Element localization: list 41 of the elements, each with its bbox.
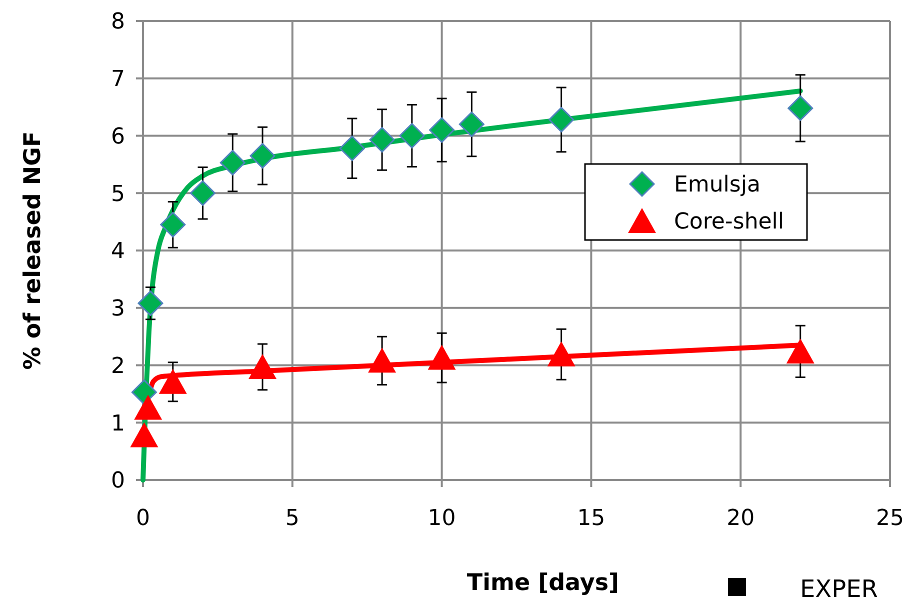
- point: [130, 422, 158, 448]
- text: EXPER: [800, 575, 878, 600]
- point: [158, 368, 187, 394]
- x-tick-label: 15: [577, 506, 606, 531]
- point: [369, 127, 395, 153]
- point: [248, 354, 277, 379]
- y-tick-label: 3: [111, 296, 125, 322]
- y-tick-label: 1: [111, 411, 125, 436]
- point: [458, 112, 484, 138]
- point: [134, 394, 162, 420]
- point: [786, 338, 814, 364]
- y-axis-title: % of released NGF: [20, 131, 46, 370]
- x-tick-label: 25: [876, 506, 904, 531]
- x-tick-label: 10: [428, 506, 456, 531]
- legend-label: Core-shell: [674, 210, 784, 235]
- legend-label: Emulsja: [674, 172, 760, 198]
- point: [250, 143, 276, 169]
- point: [138, 290, 164, 316]
- y-tick-label: 4: [111, 239, 125, 264]
- point: [220, 150, 246, 176]
- y-tick-label: 0: [111, 468, 125, 494]
- point: [339, 136, 365, 162]
- point: [190, 180, 216, 206]
- point: [429, 117, 455, 143]
- point: [131, 379, 157, 405]
- y-tick-label: 2: [111, 354, 125, 379]
- point: [160, 212, 186, 238]
- point: [788, 95, 814, 121]
- point: [547, 341, 576, 366]
- x-tick-label: 5: [285, 506, 300, 531]
- y-tick-label: 8: [111, 10, 125, 35]
- y-tick-label: 7: [111, 67, 125, 92]
- y-tick-label: 5: [111, 182, 125, 207]
- x-tick-label: 20: [726, 506, 755, 531]
- x-axis-title: Time [days]: [466, 570, 620, 596]
- y-tick-label: 6: [111, 124, 125, 150]
- point: [399, 123, 425, 148]
- x-tick-label: 0: [136, 506, 150, 531]
- point: [368, 348, 396, 373]
- point: [428, 344, 456, 370]
- point: [548, 106, 574, 132]
